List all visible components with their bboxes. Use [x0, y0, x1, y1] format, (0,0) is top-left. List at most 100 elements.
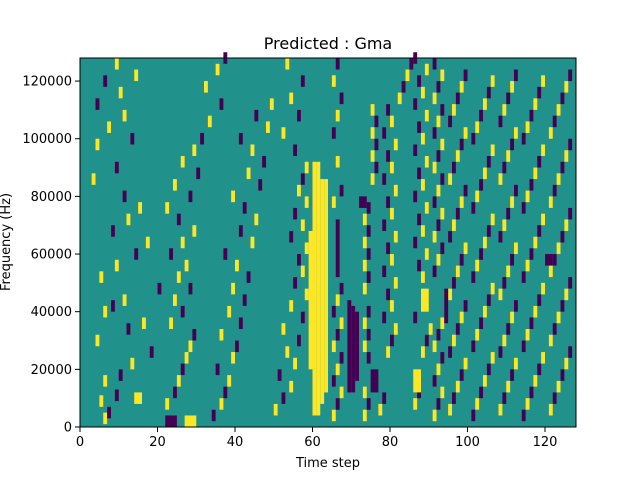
- heatmap-band: [347, 300, 352, 393]
- heatmap-cell: [459, 81, 464, 93]
- heatmap-cell: [432, 196, 437, 208]
- heatmap-cell: [421, 271, 425, 283]
- heatmap-cell: [238, 225, 243, 237]
- heatmap-cell: [118, 369, 123, 381]
- heatmap-cell: [471, 409, 476, 422]
- x-tick-label: 60: [304, 435, 321, 450]
- heatmap-cell: [339, 317, 344, 329]
- heatmap-cell: [448, 230, 453, 243]
- heatmap-cell: [502, 392, 507, 404]
- heatmap-cell: [452, 277, 456, 289]
- heatmap-cell: [266, 121, 270, 133]
- heatmap-cell: [498, 346, 503, 358]
- heatmap-cell: [417, 121, 422, 133]
- heatmap-cell: [552, 115, 557, 128]
- heatmap-cell: [475, 259, 480, 272]
- heatmap-cell: [537, 225, 542, 237]
- heatmap-cell: [362, 282, 367, 295]
- heatmap-cell: [541, 75, 546, 87]
- heatmap-cell: [448, 173, 453, 185]
- heatmap-cell: [440, 317, 445, 329]
- heatmap-cell: [169, 248, 174, 260]
- heatmap-cell: [335, 328, 340, 341]
- heatmap-cell: [436, 150, 441, 162]
- heatmap-cell: [490, 282, 495, 295]
- heatmap-cell: [533, 167, 538, 180]
- heatmap-cell: [498, 403, 503, 416]
- heatmap-cell: [169, 317, 174, 329]
- heatmap-cell: [479, 179, 484, 191]
- heatmap-cell: [556, 380, 561, 393]
- heatmap-cell: [490, 144, 495, 157]
- heatmap-cell: [471, 202, 476, 214]
- heatmap-band: [545, 254, 553, 266]
- heatmap-cell: [455, 150, 460, 162]
- heatmap-cell: [525, 328, 530, 341]
- heatmap-cell: [254, 109, 259, 122]
- heatmap-cell: [552, 392, 557, 404]
- heatmap-cell: [122, 190, 127, 203]
- heatmap-cell: [339, 184, 344, 197]
- heatmap-cell: [250, 144, 255, 157]
- heatmap-cell: [521, 340, 526, 353]
- heatmap-cell: [362, 317, 367, 329]
- heatmap-cell: [521, 132, 526, 145]
- heatmap-cell: [529, 317, 534, 329]
- heatmap-cell: [91, 173, 96, 185]
- heatmap-cell: [138, 202, 143, 214]
- y-axis: 0 20000 40000 60000 80000 100000 120000: [22, 75, 80, 436]
- heatmap-cell: [459, 196, 464, 208]
- heatmap-cell: [103, 375, 108, 387]
- heatmap-band: [165, 415, 177, 427]
- heatmap-cell: [390, 207, 394, 220]
- y-axis-label: Frequency (Hz): [0, 193, 14, 291]
- heatmap-cell: [552, 254, 557, 266]
- heatmap-cell: [254, 213, 259, 226]
- heatmap-cell: [227, 305, 232, 318]
- heatmap-cell: [231, 352, 236, 364]
- heatmap-cell: [537, 363, 542, 376]
- heatmap-cell: [207, 115, 212, 128]
- heatmap-cell: [130, 357, 135, 370]
- heatmap-cell: [219, 98, 224, 110]
- heatmap-cell: [281, 127, 286, 139]
- heatmap-cell: [455, 265, 460, 278]
- heatmap-band: [308, 230, 313, 370]
- heatmap-cell: [382, 311, 387, 324]
- heatmap-cell: [188, 190, 193, 203]
- heatmap-cell: [339, 282, 344, 295]
- heatmap-cell: [188, 282, 193, 295]
- heatmap-cell: [180, 156, 185, 168]
- heatmap-cell: [331, 75, 336, 87]
- x-tick-label: 0: [76, 435, 84, 450]
- heatmap-cell: [289, 300, 294, 312]
- heatmap-cell: [173, 294, 177, 306]
- heatmap-cell: [111, 300, 115, 312]
- heatmap-cell: [339, 92, 344, 105]
- heatmap-cell: [331, 196, 336, 208]
- heatmap-cell: [262, 156, 267, 168]
- heatmap-cell: [455, 207, 460, 220]
- heatmap-cell: [231, 190, 236, 203]
- heatmap-cell: [510, 254, 515, 266]
- heatmap-cell: [463, 69, 468, 82]
- heatmap-cell: [339, 352, 344, 364]
- y-tick-label: 20000: [31, 363, 72, 378]
- heatmap-cell: [273, 403, 278, 416]
- heatmap-cell: [331, 340, 336, 353]
- heatmap-band: [444, 288, 449, 324]
- heatmap-cell: [510, 311, 515, 324]
- heatmap-cell: [366, 202, 371, 214]
- heatmap-cell: [196, 167, 201, 180]
- heatmap-cell: [192, 328, 197, 341]
- heatmap-cell: [424, 63, 429, 76]
- heatmap-cell: [180, 305, 185, 318]
- heatmap-cell: [568, 207, 573, 220]
- heatmap-cell: [537, 156, 542, 168]
- heatmap-cell: [471, 340, 476, 353]
- heatmap-cell: [533, 236, 538, 249]
- heatmap-band: [134, 392, 142, 404]
- heatmap-cells: [91, 52, 573, 427]
- heatmap-cell: [382, 265, 387, 278]
- heatmap-cell: [417, 75, 422, 87]
